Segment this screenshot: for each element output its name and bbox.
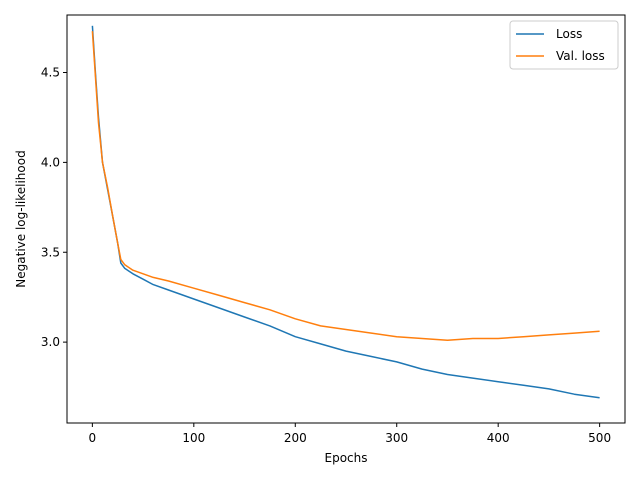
plot-frame: [66, 14, 626, 424]
x-tick-label: 300: [385, 431, 408, 445]
x-tick-label: 400: [487, 431, 510, 445]
x-tick-label: 500: [588, 431, 611, 445]
series-line-loss: [91, 25, 600, 399]
series-line-val-loss: [91, 31, 600, 342]
x-tick-label: 100: [182, 431, 205, 445]
legend-label-loss: Loss: [556, 27, 582, 41]
legend-label-val-loss: Val. loss: [556, 49, 605, 63]
legend: Loss Val. loss: [509, 20, 619, 70]
y-tick-label: 4.0: [41, 155, 60, 169]
legend-box: [509, 20, 619, 70]
y-tick-label: 3.5: [41, 245, 60, 259]
x-tick-label: 200: [284, 431, 307, 445]
x-axis: 0 100 200 300 400 500: [89, 423, 611, 445]
plot-lines: [91, 25, 600, 399]
x-axis-label: Epochs: [325, 451, 368, 465]
y-tick-label: 4.5: [41, 66, 60, 80]
y-tick-label: 3.0: [41, 335, 60, 349]
y-axis: 3.0 3.5 4.0 4.5: [41, 66, 67, 349]
x-tick-label: 0: [89, 431, 97, 445]
y-axis-label: Negative log-likelihood: [14, 150, 28, 287]
